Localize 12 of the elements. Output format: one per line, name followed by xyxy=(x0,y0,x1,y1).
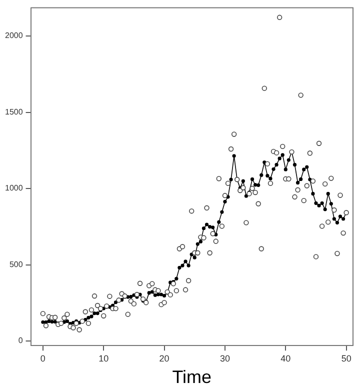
y-tick-label: 1500 xyxy=(5,107,24,116)
x-tick-label: 10 xyxy=(98,353,109,364)
x-tick-label: 40 xyxy=(280,353,291,364)
x-axis-title: Time xyxy=(172,367,212,388)
x-tick-label: 30 xyxy=(220,353,230,364)
x-tick-label: 20 xyxy=(159,353,170,364)
y-tick-label: 0 xyxy=(18,336,24,346)
x-tick-label: 0 xyxy=(40,353,46,364)
x-tick-label: 50 xyxy=(341,353,352,364)
y-tick-label: 1000 xyxy=(5,184,24,193)
y-tick-label: 2000 xyxy=(5,31,24,40)
y-tick-label: 500 xyxy=(9,260,24,269)
